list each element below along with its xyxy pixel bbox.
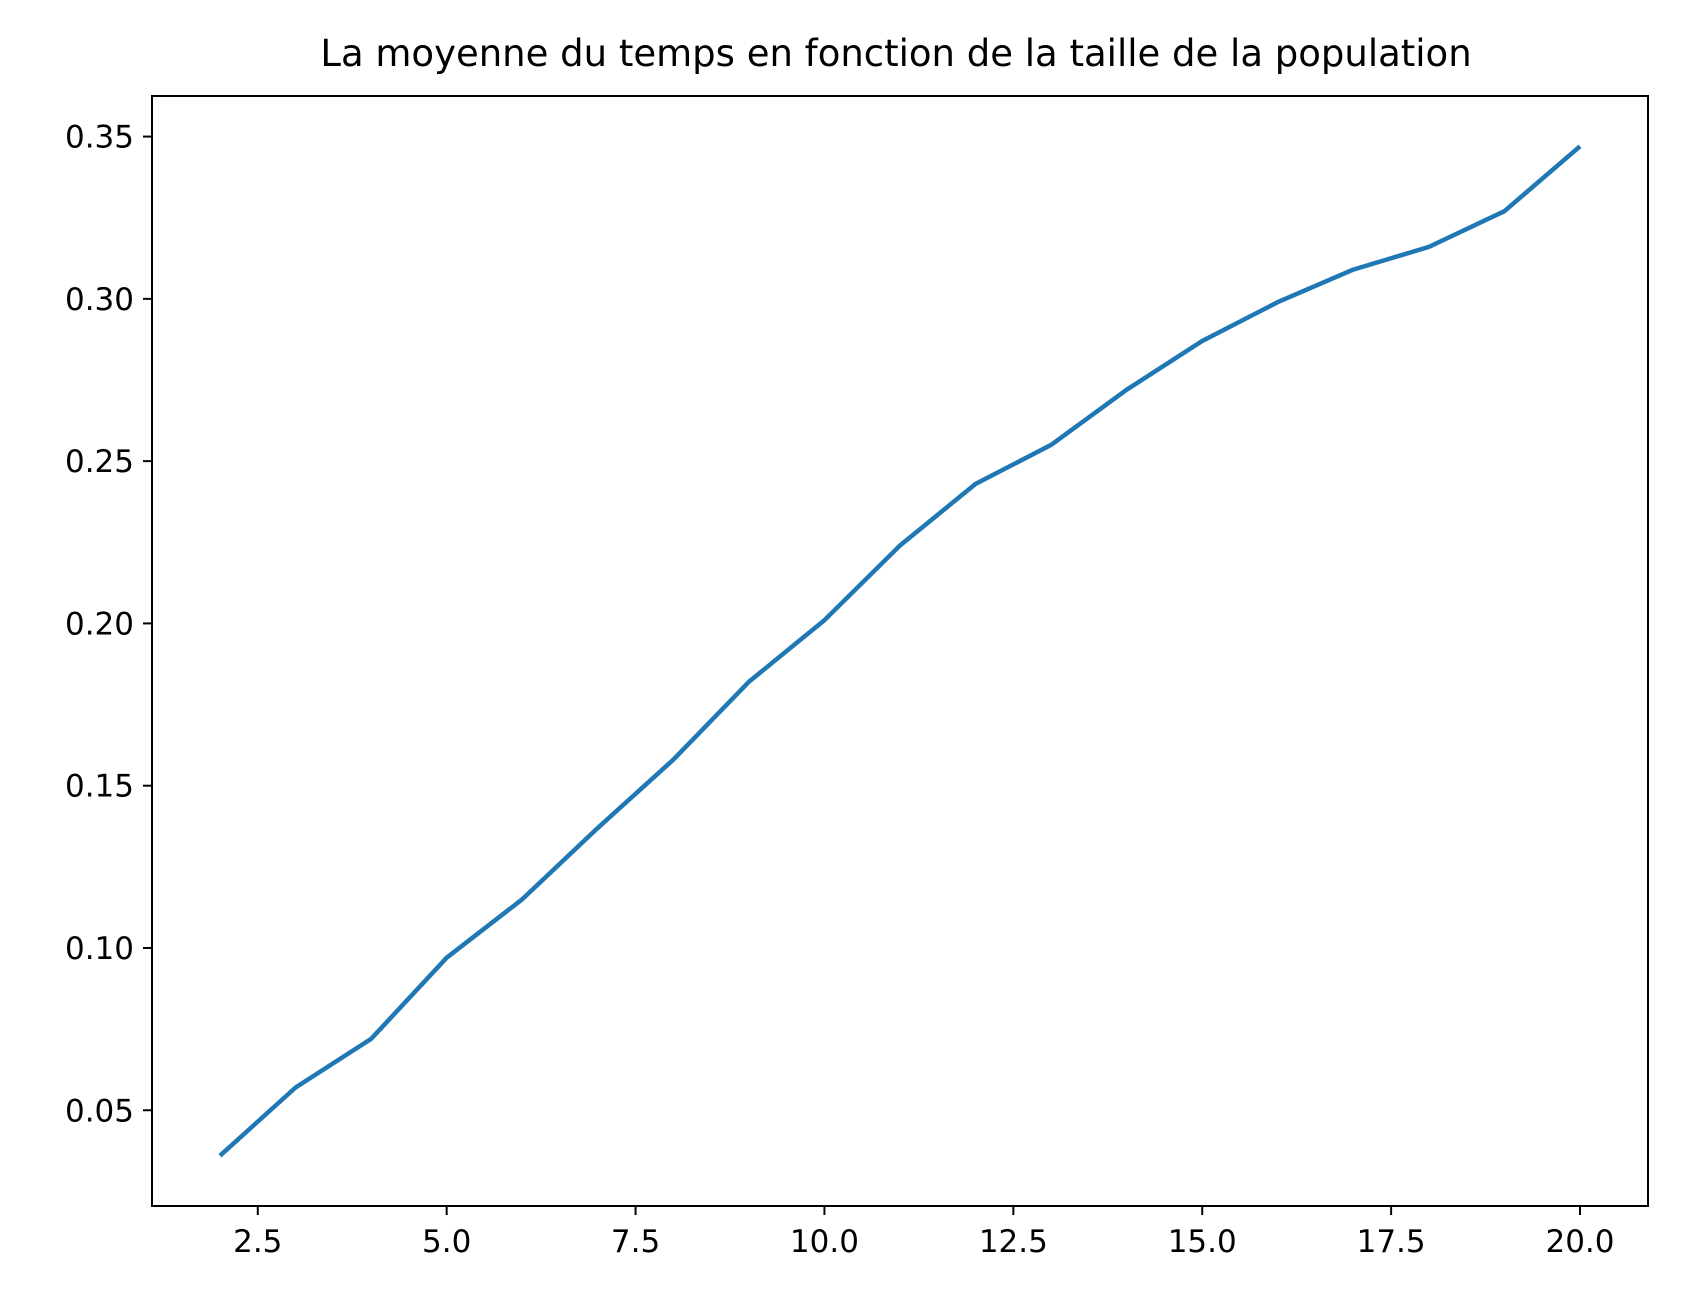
x-tick-label: 5.0 [422,1224,471,1260]
x-tick-label: 12.5 [979,1224,1048,1260]
x-tick-label: 7.5 [611,1224,660,1260]
series-line-0 [218,144,1582,1158]
x-tick-label: 20.0 [1545,1224,1614,1260]
y-tick-label: 0.25 [65,444,134,480]
y-tick-label: 0.15 [65,769,134,805]
y-tick-label: 0.30 [65,282,134,318]
y-tick-label: 0.10 [65,931,134,967]
y-tick-label: 0.35 [65,120,134,156]
chart-title: La moyenne du temps en fonction de la ta… [320,32,1471,75]
x-tick-label: 2.5 [233,1224,282,1260]
x-tick-label: 17.5 [1357,1224,1426,1260]
plot-frame [151,95,1649,1207]
x-tick-label: 10.0 [790,1224,859,1260]
y-axis: 0.05 0.10 0.15 0.20 0.25 0.30 0.35 [65,120,152,1129]
x-axis: 2.5 5.0 7.5 10.0 12.5 15.0 17.5 20.0 [233,1206,1615,1260]
x-tick-label: 15.0 [1168,1224,1237,1260]
y-tick-label: 0.20 [65,606,134,642]
series-layer [218,144,1582,1158]
y-tick-label: 0.05 [65,1093,134,1129]
